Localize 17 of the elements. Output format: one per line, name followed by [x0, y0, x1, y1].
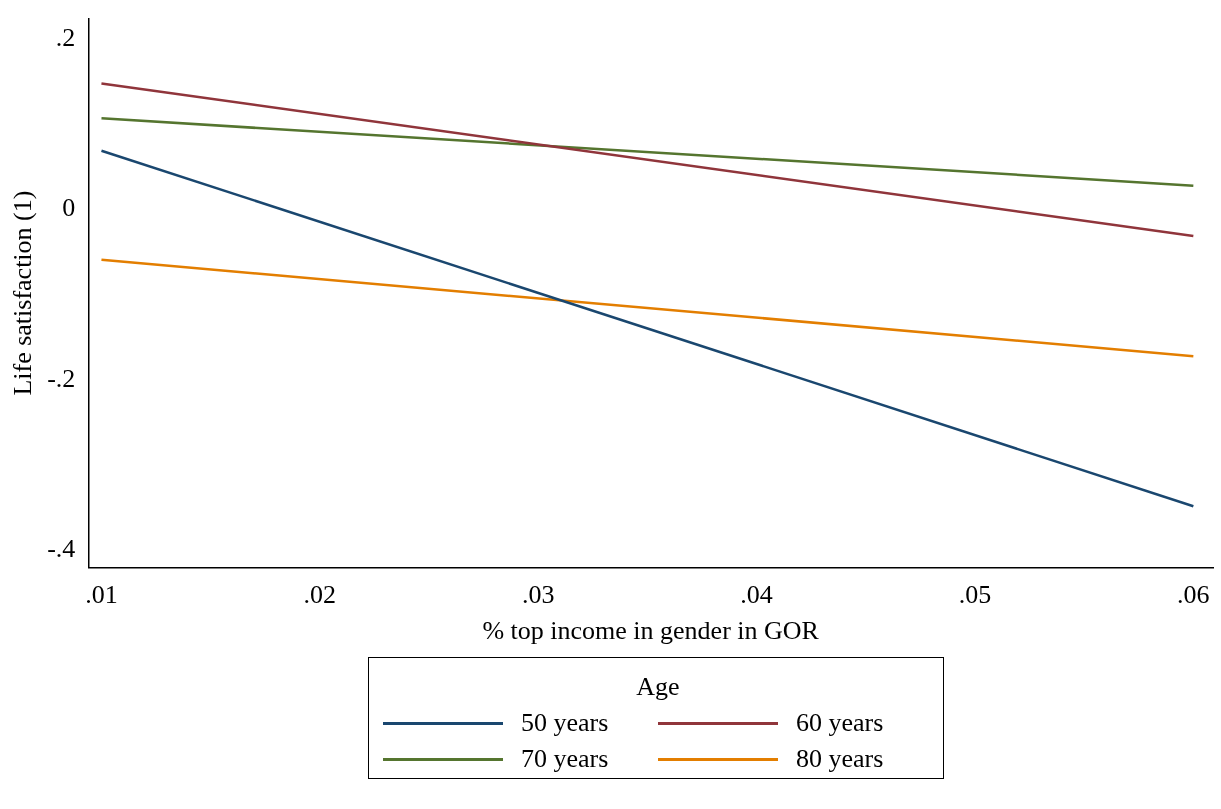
x-tick-label: .05 [958, 580, 992, 610]
y-tick-label: .2 [55, 22, 76, 52]
x-tick-label: .03 [521, 580, 555, 610]
legend-label: 80 years [796, 744, 884, 774]
legend-label: 50 years [521, 708, 609, 738]
x-tick-label: .06 [1177, 580, 1210, 610]
y-tick-label: -.2 [47, 363, 76, 393]
y-tick-label: 0 [62, 193, 76, 223]
x-tick-label: .01 [85, 580, 118, 610]
x-axis-title: % top income in gender in GOR [482, 616, 820, 646]
x-tick-label: .04 [740, 580, 773, 610]
y-tick-label: -.4 [47, 534, 76, 564]
legend-label: 60 years [796, 708, 884, 738]
y-axis-title: Life satisfaction (1) [8, 190, 38, 396]
legend-label: 70 years [521, 744, 609, 774]
legend-title: Age [635, 672, 681, 702]
x-tick-label: .02 [303, 580, 337, 610]
